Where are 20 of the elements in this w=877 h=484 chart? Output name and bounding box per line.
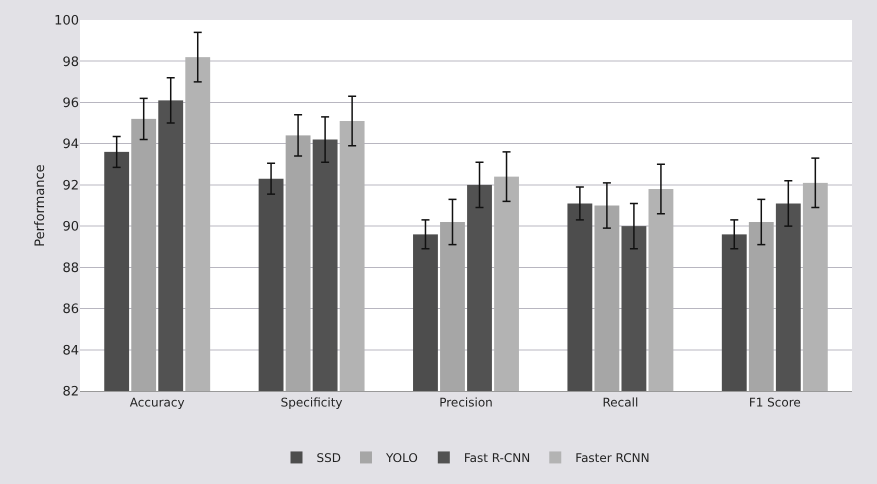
y-tick-label: 98 bbox=[62, 54, 79, 70]
x-tick-label: Recall bbox=[602, 395, 638, 410]
x-tick-label: F1 Score bbox=[748, 395, 801, 410]
y-tick-label: 90 bbox=[62, 220, 79, 235]
y-tick-label: 84 bbox=[62, 343, 79, 358]
legend-label: Fast R-CNN bbox=[464, 451, 530, 466]
y-tick-label: 82 bbox=[62, 384, 79, 400]
legend-label: YOLO bbox=[384, 451, 418, 466]
y-tick-label: 92 bbox=[62, 178, 79, 194]
x-tick-label: Specificity bbox=[280, 395, 343, 410]
y-axis-title: Performance bbox=[33, 164, 48, 247]
y-tick-label: 86 bbox=[62, 302, 79, 318]
y-tick-label: 100 bbox=[54, 14, 79, 29]
y-tick-label: 96 bbox=[62, 96, 79, 111]
y-tick-label: 94 bbox=[62, 137, 79, 152]
x-tick-label: Precision bbox=[439, 395, 493, 410]
y-tick-label: 88 bbox=[62, 260, 79, 276]
legend-label: SSD bbox=[316, 451, 341, 466]
x-tick-label: Accuracy bbox=[130, 395, 185, 410]
legend-label: Faster RCNN bbox=[575, 451, 650, 466]
